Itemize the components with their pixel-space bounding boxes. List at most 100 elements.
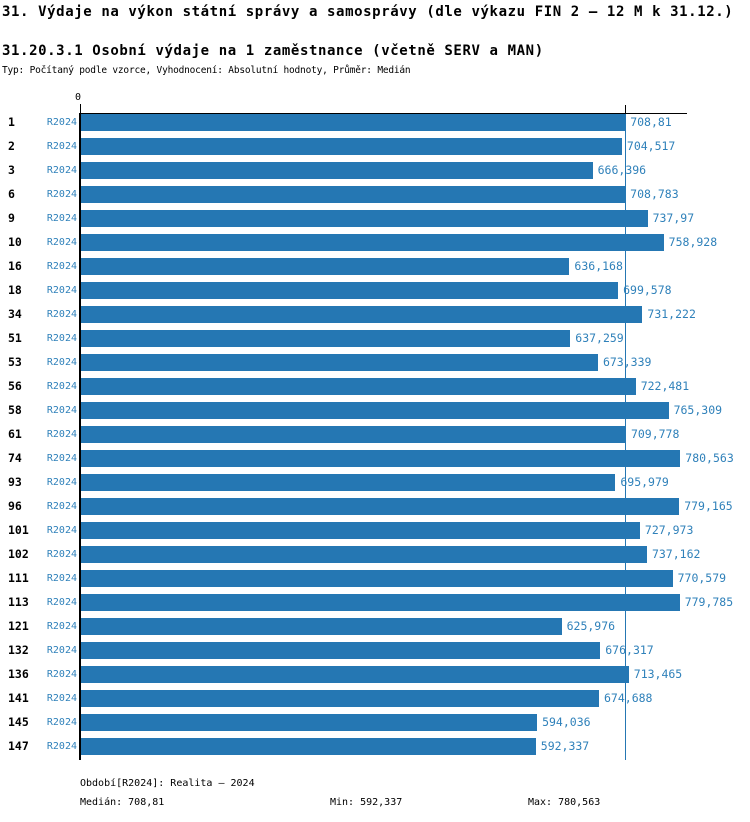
bar-value-label: 727,973 bbox=[644, 523, 694, 537]
chart-row: 56 R2024 722,481 bbox=[0, 378, 750, 402]
bar[interactable] bbox=[81, 258, 570, 275]
row-period-label: R2024 bbox=[46, 597, 77, 608]
row-period-label: R2024 bbox=[46, 669, 77, 680]
bar[interactable] bbox=[81, 114, 626, 131]
chart-row: 111 R2024 770,579 bbox=[0, 570, 750, 594]
bar[interactable] bbox=[81, 642, 601, 659]
row-period-label: R2024 bbox=[46, 477, 77, 488]
axis-zero-tick bbox=[80, 104, 81, 113]
chart-row: 136 R2024 713,465 bbox=[0, 666, 750, 690]
row-period-label: R2024 bbox=[46, 453, 77, 464]
bar[interactable] bbox=[81, 618, 562, 635]
bar[interactable] bbox=[81, 522, 640, 539]
row-id-label: 93 bbox=[8, 475, 22, 489]
row-period-label: R2024 bbox=[46, 573, 77, 584]
row-id-label: 10 bbox=[8, 235, 22, 249]
bar[interactable] bbox=[81, 234, 664, 251]
bar-value-label: 709,778 bbox=[630, 427, 680, 441]
chart-row: 147 R2024 592,337 bbox=[0, 738, 750, 762]
chart-row: 113 R2024 779,785 bbox=[0, 594, 750, 618]
row-id-label: 18 bbox=[8, 283, 22, 297]
bar[interactable] bbox=[81, 186, 626, 203]
bar-value-label: 666,396 bbox=[597, 163, 647, 177]
row-id-label: 3 bbox=[8, 163, 15, 177]
row-period-label: R2024 bbox=[46, 285, 77, 296]
bar-value-label: 779,165 bbox=[684, 499, 733, 513]
bar-value-label: 731,222 bbox=[647, 307, 696, 321]
row-period-label: R2024 bbox=[46, 213, 77, 224]
row-id-label: 101 bbox=[8, 523, 29, 537]
bar[interactable] bbox=[81, 138, 622, 155]
chart-row: 101 R2024 727,973 bbox=[0, 522, 750, 546]
bar-value-label: 765,309 bbox=[673, 403, 723, 417]
row-id-label: 132 bbox=[8, 643, 29, 657]
bar[interactable] bbox=[81, 570, 673, 587]
chart-row: 61 R2024 709,778 bbox=[0, 426, 750, 450]
bar-value-label: 722,481 bbox=[640, 379, 690, 393]
bar[interactable] bbox=[81, 306, 643, 323]
chart-row: 102 R2024 737,162 bbox=[0, 546, 750, 570]
chart-row: 74 R2024 780,563 bbox=[0, 450, 750, 474]
bar-value-label: 674,688 bbox=[604, 691, 653, 705]
chart-subtitle: 31.20.3.1 Osobní výdaje na 1 zaměstnance… bbox=[2, 43, 544, 59]
row-period-label: R2024 bbox=[46, 429, 77, 440]
bar[interactable] bbox=[81, 354, 598, 371]
row-id-label: 34 bbox=[8, 307, 22, 321]
bar[interactable] bbox=[81, 498, 680, 515]
bar-value-label: 637,259 bbox=[575, 331, 624, 345]
row-id-label: 141 bbox=[8, 691, 29, 705]
bar-value-label: 780,563 bbox=[685, 451, 734, 465]
row-id-label: 56 bbox=[8, 379, 22, 393]
bar[interactable] bbox=[81, 690, 599, 707]
bar-value-label: 636,168 bbox=[574, 259, 623, 273]
row-period-label: R2024 bbox=[46, 525, 77, 536]
chart-row: 51 R2024 637,259 bbox=[0, 330, 750, 354]
bar[interactable] bbox=[81, 594, 680, 611]
chart-row: 9 R2024 737,97 bbox=[0, 210, 750, 234]
row-id-label: 96 bbox=[8, 499, 22, 513]
bar[interactable] bbox=[81, 282, 619, 299]
row-period-label: R2024 bbox=[46, 693, 77, 704]
chart-row: 34 R2024 731,222 bbox=[0, 306, 750, 330]
row-id-label: 102 bbox=[8, 547, 29, 561]
row-period-label: R2024 bbox=[46, 117, 77, 128]
chart-row: 10 R2024 758,928 bbox=[0, 234, 750, 258]
row-id-label: 1 bbox=[8, 115, 15, 129]
row-period-label: R2024 bbox=[46, 549, 77, 560]
row-id-label: 145 bbox=[8, 715, 29, 729]
row-period-label: R2024 bbox=[46, 405, 77, 416]
bar[interactable] bbox=[81, 402, 669, 419]
bar[interactable] bbox=[81, 666, 629, 683]
bar[interactable] bbox=[81, 210, 648, 227]
bar-value-label: 737,97 bbox=[652, 211, 695, 225]
row-id-label: 113 bbox=[8, 595, 29, 609]
bar-value-label: 713,465 bbox=[633, 667, 683, 681]
footer-median-label: Medián: 708,81 bbox=[80, 797, 165, 808]
bar[interactable] bbox=[81, 474, 616, 491]
bar[interactable] bbox=[81, 162, 593, 179]
row-id-label: 61 bbox=[8, 427, 22, 441]
bar[interactable] bbox=[81, 714, 538, 731]
y-axis-line bbox=[79, 113, 81, 760]
chart-row: 96 R2024 779,165 bbox=[0, 498, 750, 522]
bar[interactable] bbox=[81, 450, 681, 467]
bar[interactable] bbox=[81, 738, 536, 755]
row-id-label: 74 bbox=[8, 451, 22, 465]
chart-meta: Typ: Počítaný podle vzorce, Vyhodnocení:… bbox=[2, 65, 411, 76]
chart-row: 58 R2024 765,309 bbox=[0, 402, 750, 426]
row-id-label: 53 bbox=[8, 355, 22, 369]
bar-value-label: 708,783 bbox=[630, 187, 679, 201]
chart-row: 3 R2024 666,396 bbox=[0, 162, 750, 186]
x-axis-line bbox=[79, 113, 687, 114]
row-id-label: 2 bbox=[8, 139, 15, 153]
bar[interactable] bbox=[81, 378, 636, 395]
bar[interactable] bbox=[81, 546, 647, 563]
bar-value-label: 594,036 bbox=[542, 715, 591, 729]
row-period-label: R2024 bbox=[46, 309, 77, 320]
chart-row: 141 R2024 674,688 bbox=[0, 690, 750, 714]
row-id-label: 6 bbox=[8, 187, 15, 201]
footer-max-label: Max: 780,563 bbox=[528, 797, 601, 808]
bar-value-label: 708,81 bbox=[630, 115, 672, 129]
bar[interactable] bbox=[81, 330, 571, 347]
bar[interactable] bbox=[81, 426, 626, 443]
